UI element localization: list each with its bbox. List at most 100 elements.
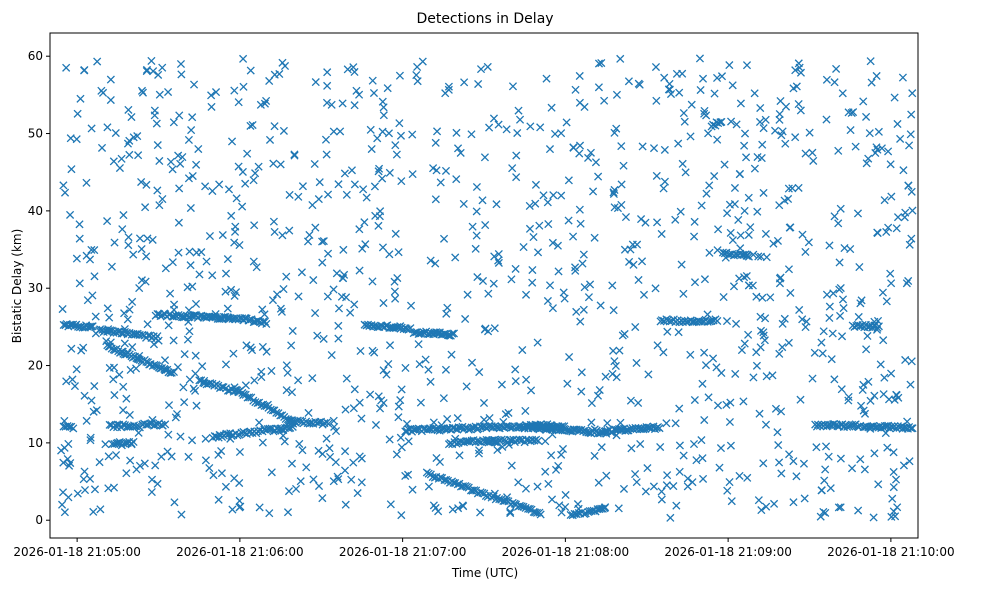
data-point-marker [610, 357, 619, 366]
data-point-marker [128, 343, 137, 352]
data-point-marker [280, 61, 290, 71]
data-point-marker [674, 328, 683, 337]
data-point-marker [233, 431, 242, 440]
data-point-marker [525, 224, 535, 233]
y-tick-label: 30 [28, 281, 43, 295]
data-point-marker [649, 144, 659, 153]
data-point-marker [732, 120, 741, 129]
data-point-marker [431, 138, 440, 147]
data-point-marker [103, 304, 112, 313]
data-point-marker [396, 131, 406, 140]
data-point-marker [847, 464, 857, 473]
data-point-marker [357, 414, 366, 423]
data-point-marker [896, 134, 905, 143]
data-point-marker [512, 173, 521, 182]
data-point-marker [448, 505, 457, 514]
data-point-marker [315, 178, 324, 187]
data-point-marker [167, 452, 176, 461]
data-point-marker [789, 457, 798, 466]
data-point-marker [870, 449, 879, 458]
data-point-marker [408, 170, 417, 179]
data-point-marker [260, 317, 269, 326]
data-point-marker [726, 117, 736, 126]
data-point-marker [864, 377, 873, 386]
data-point-marker [143, 234, 152, 243]
data-point-marker [125, 150, 134, 159]
data-point-marker [201, 456, 210, 465]
data-point-marker [775, 201, 784, 210]
data-point-marker [93, 57, 102, 66]
data-point-marker [708, 354, 718, 363]
data-point-marker [283, 368, 292, 377]
data-point-marker [375, 164, 384, 173]
data-point-marker [507, 275, 516, 284]
data-point-marker [532, 435, 541, 444]
data-point-marker [754, 496, 763, 505]
data-point-marker [331, 427, 341, 436]
data-point-marker [562, 118, 571, 127]
data-point-marker [467, 358, 477, 367]
data-point-marker [235, 503, 244, 512]
data-point-marker [548, 238, 557, 247]
data-point-marker [338, 99, 347, 108]
data-point-marker [905, 457, 914, 466]
data-point-marker [294, 376, 303, 385]
data-point-marker [454, 504, 463, 513]
data-point-marker [211, 88, 221, 97]
data-point-marker [90, 485, 100, 494]
data-point-marker [810, 348, 819, 357]
data-point-marker [325, 444, 334, 453]
data-point-marker [876, 360, 885, 369]
data-point-marker [184, 306, 193, 315]
data-point-marker [880, 196, 889, 205]
data-point-marker [177, 70, 186, 79]
data-point-marker [319, 334, 328, 343]
data-point-marker [374, 167, 383, 176]
data-point-marker [223, 255, 232, 264]
data-point-marker [890, 395, 899, 404]
data-point-marker [432, 166, 441, 175]
data-point-marker [507, 461, 516, 470]
data-point-marker [884, 147, 893, 156]
data-point-marker [164, 401, 174, 410]
data-point-marker [87, 124, 96, 133]
data-point-marker [775, 274, 784, 283]
data-point-marker [105, 363, 114, 373]
data-point-marker [129, 250, 138, 259]
data-point-marker [258, 438, 267, 447]
data-point-marker [478, 276, 488, 286]
data-point-marker [379, 111, 388, 120]
data-point-marker [426, 256, 435, 265]
data-point-marker [120, 324, 129, 334]
data-point-marker [792, 472, 801, 481]
data-point-marker [554, 461, 563, 470]
data-point-marker [248, 120, 257, 130]
data-point-marker [653, 218, 662, 227]
data-point-marker [265, 509, 274, 518]
data-point-marker [676, 207, 685, 216]
data-point-marker [536, 510, 545, 519]
data-point-marker [424, 482, 433, 491]
data-point-marker [617, 200, 626, 209]
data-point-marker [726, 441, 735, 450]
data-point-marker [79, 343, 88, 352]
x-tick-label: 2026-01-18 21:09:00 [664, 545, 791, 559]
data-point-marker [893, 119, 902, 129]
data-point-marker [461, 314, 470, 324]
data-point-marker [678, 159, 687, 168]
data-point-marker [453, 414, 462, 423]
data-point-marker [796, 106, 805, 115]
data-point-marker [368, 277, 377, 286]
data-point-marker [762, 502, 771, 511]
data-point-marker [907, 357, 916, 366]
data-point-marker [679, 108, 688, 118]
data-point-marker [761, 229, 770, 238]
data-point-marker [590, 425, 599, 434]
data-point-marker [107, 262, 116, 271]
data-point-marker [575, 205, 584, 214]
data-point-marker [677, 260, 686, 269]
data-point-marker [260, 310, 269, 319]
data-point-marker [267, 468, 276, 477]
data-point-marker [778, 127, 787, 136]
data-point-marker [126, 456, 135, 465]
